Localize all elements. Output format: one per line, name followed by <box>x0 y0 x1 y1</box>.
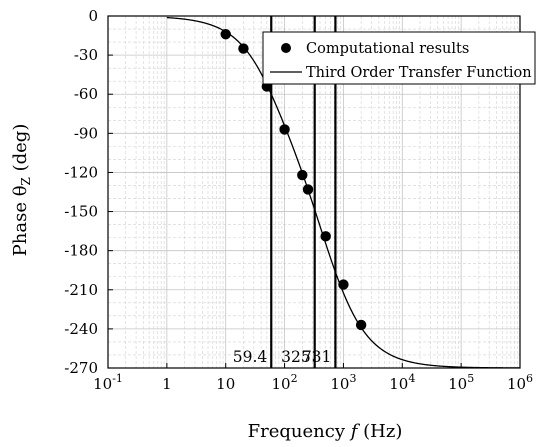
y-tick-labels: 0 -30 -60 -90 -120 -150 -180 -210 -240 -270 <box>64 7 113 377</box>
y-axis-label: Phase θZ (deg) <box>10 124 33 257</box>
y-tick-label: -30 <box>74 46 98 64</box>
corner-frequency-label: 731 <box>302 348 332 366</box>
corner-frequency-label: 59.4 <box>233 348 268 366</box>
y-tick-label: -210 <box>64 281 98 299</box>
computational-point <box>238 43 249 54</box>
plot-frame-rect <box>107 15 521 369</box>
y-tick-label: -150 <box>64 203 98 221</box>
computational-point <box>355 319 367 331</box>
computational-point <box>220 29 231 40</box>
x-tick-label: 105 <box>448 372 474 393</box>
x-tick-label: 106 <box>507 372 533 393</box>
legend-scatter-marker <box>281 43 291 53</box>
x-tick-label: 102 <box>272 372 298 393</box>
plot-frame <box>107 15 521 369</box>
corner-frequency-label: 325 <box>281 348 311 366</box>
legend-box <box>262 31 536 85</box>
legend-scatter-label: Computational results <box>306 41 469 57</box>
legend-line-label: Third Order Transfer Function <box>306 65 532 81</box>
transfer-function-curve-layer <box>166 16 520 369</box>
y-tick-label: -240 <box>64 320 98 338</box>
legend: Computational results Third Order Transf… <box>262 31 536 85</box>
y-tick-label: -180 <box>64 242 98 260</box>
computational-point <box>302 184 314 195</box>
y-tick-label: -270 <box>64 359 98 377</box>
x-axis-label: Frequency f (Hz) <box>248 421 403 442</box>
computational-point <box>297 169 308 181</box>
y-tick-label: 0 <box>88 7 98 25</box>
y-tick-label: -60 <box>74 85 98 103</box>
computational-point <box>320 231 331 242</box>
transfer-function-curve <box>166 16 520 369</box>
x-tick-label: 10 <box>216 375 235 393</box>
x-tick-label: 1 <box>162 375 172 393</box>
x-tick-labels: 10-1 1 10 102 103 104 105 106 <box>93 363 533 393</box>
y-tick-label: -90 <box>74 124 98 142</box>
x-tick-label: 104 <box>389 372 415 393</box>
computational-point <box>279 124 290 135</box>
x-tick-label: 103 <box>330 372 356 393</box>
y-tick-label: -120 <box>64 163 98 181</box>
x-tick-label: 10-1 <box>93 372 123 393</box>
computational-point <box>338 279 349 290</box>
